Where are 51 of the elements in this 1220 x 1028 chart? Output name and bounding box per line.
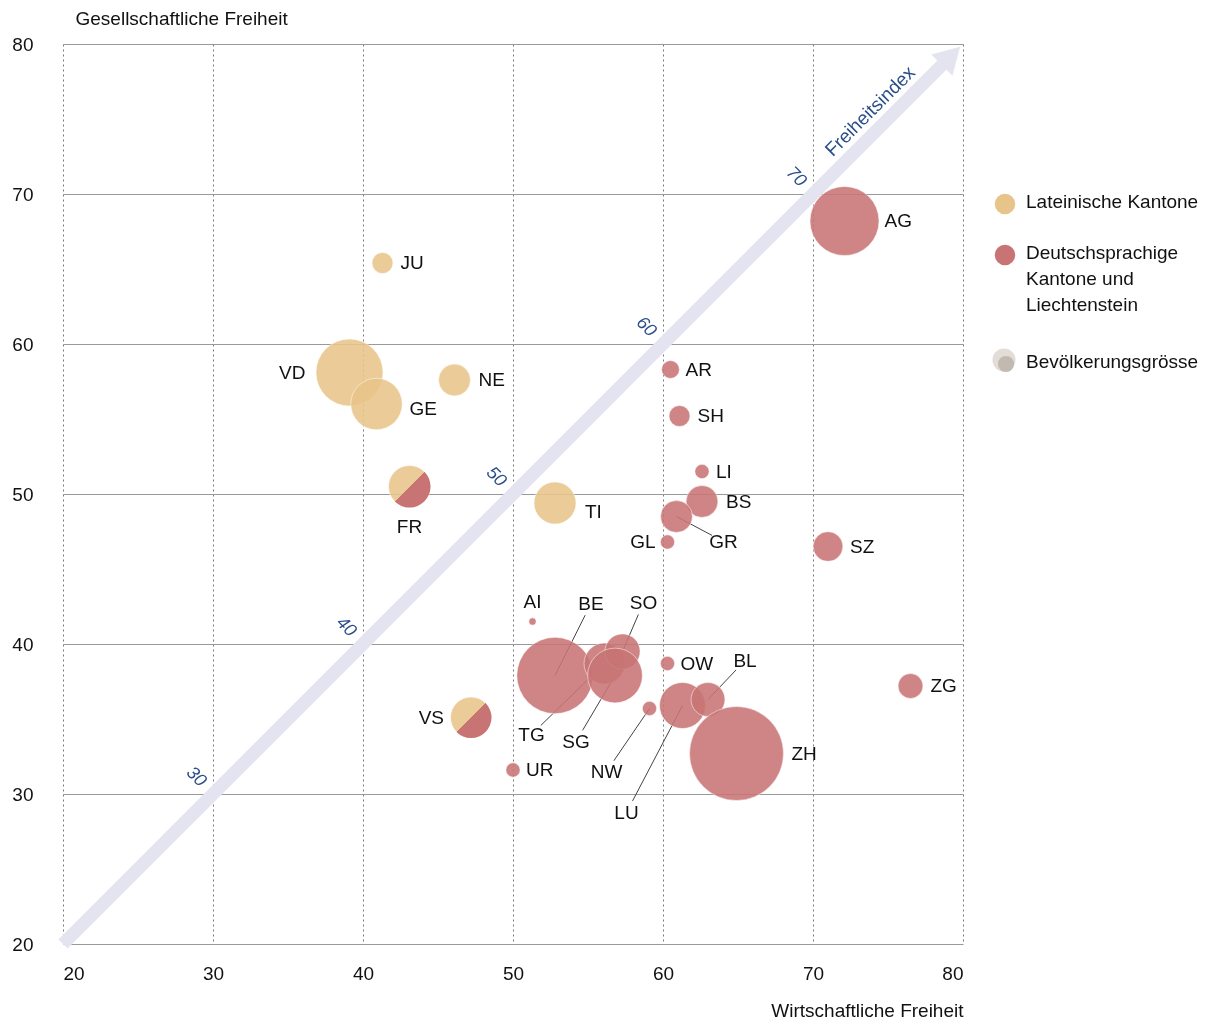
- y-tick-label: 80: [12, 33, 34, 55]
- x-tick-label: 20: [63, 962, 85, 984]
- annotation: UR: [526, 759, 554, 780]
- x-tick-label: 60: [652, 962, 675, 984]
- annotation: 60: [632, 312, 661, 341]
- y-tick-label: 70: [12, 183, 34, 205]
- annotation: AR: [685, 358, 712, 380]
- annotation: OW: [680, 652, 714, 674]
- y-tick-label: 40: [12, 633, 34, 655]
- annotation: ZG: [930, 675, 957, 696]
- annotation: LI: [716, 460, 732, 482]
- x-tick-label: 40: [352, 962, 375, 984]
- annotation: SG: [562, 730, 590, 752]
- annotation: BE: [578, 592, 604, 614]
- y-tick-label: 50: [12, 483, 34, 505]
- annotation: LU: [614, 801, 639, 823]
- annotation: AI: [523, 590, 542, 612]
- x-tick-label: 70: [802, 962, 825, 984]
- annotation: 50: [482, 462, 511, 491]
- legend-label: Deutschsprachige Kantone und Liechtenstein: [1026, 242, 1179, 315]
- annotation: BS: [726, 490, 752, 512]
- x-tick-label: 80: [942, 962, 964, 984]
- x-axis-title: Wirtschaftliche Freiheit: [771, 999, 965, 1021]
- annotation: FR: [396, 515, 423, 537]
- y-tick-label: 20: [12, 933, 34, 955]
- text: Bevölkerungsgrösse: [1026, 351, 1199, 372]
- y-tick-label: 60: [12, 333, 34, 355]
- y-tick-label: 30: [12, 783, 34, 805]
- annotation: NE: [478, 369, 505, 390]
- annotation: GE: [409, 398, 437, 419]
- annotation: ZH: [791, 742, 817, 764]
- y-axis-title: Gesellschaftliche Freiheit: [75, 7, 289, 29]
- annotation: TG: [518, 723, 545, 745]
- annotation: SZ: [850, 535, 875, 557]
- x-tick-label: 30: [202, 962, 225, 984]
- annotation: 40: [332, 612, 361, 641]
- annotation: NW: [590, 760, 623, 782]
- annotation: BL: [733, 649, 757, 671]
- annotation: SH: [697, 405, 724, 426]
- annotation: 70: [782, 162, 811, 191]
- annotation: 30: [182, 762, 211, 791]
- legend-label: Lateinische Kantone: [1026, 191, 1199, 212]
- annotation: TI: [585, 501, 602, 522]
- annotation: VS: [418, 706, 444, 728]
- annotation: GR: [709, 530, 738, 552]
- annotation: GL: [630, 531, 656, 552]
- annotation: JU: [400, 252, 424, 273]
- annotation: SO: [629, 591, 658, 613]
- annotation: VD: [279, 361, 306, 383]
- x-tick-label: 50: [502, 962, 525, 984]
- annotation: AG: [884, 210, 912, 231]
